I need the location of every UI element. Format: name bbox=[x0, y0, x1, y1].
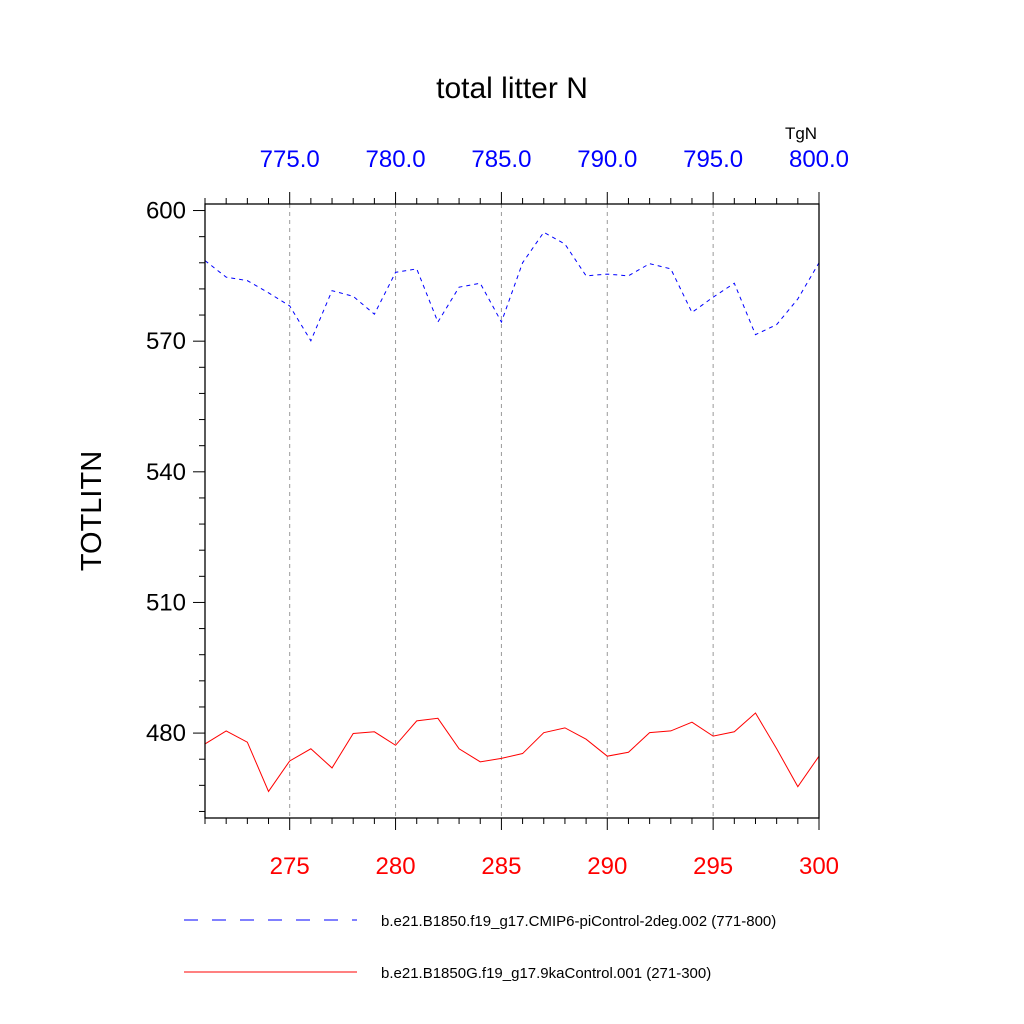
x-bottom-tick-label: 295 bbox=[693, 853, 733, 880]
series-line-1 bbox=[204, 231, 820, 342]
x-bottom-tick-label: 290 bbox=[587, 853, 627, 880]
plot-frame bbox=[204, 203, 820, 819]
legend: b.e21.B1850.f19_g17.CMIP6-piControl-2deg… bbox=[184, 913, 776, 982]
y-tick-label: 600 bbox=[146, 198, 186, 225]
y-tick-label: 540 bbox=[146, 459, 186, 486]
y-axis-label: TOTLITN bbox=[76, 451, 108, 571]
x-top-tick-label: 780.0 bbox=[366, 146, 426, 173]
x-bottom-tick-label: 285 bbox=[481, 853, 521, 880]
series-line-2 bbox=[204, 712, 820, 793]
x-top-tick-label: 785.0 bbox=[471, 146, 531, 173]
y-tick-label: 480 bbox=[146, 720, 186, 747]
series-layer bbox=[204, 231, 820, 793]
x-bottom-tick-label: 280 bbox=[376, 853, 416, 880]
chart-title: total litter N bbox=[436, 72, 588, 105]
y-tick-label: 570 bbox=[146, 328, 186, 355]
legend-label-2: b.e21.B1850G.f19_g17.9kaControl.001 (271… bbox=[381, 965, 711, 982]
legend-label-1: b.e21.B1850.f19_g17.CMIP6-piControl-2deg… bbox=[381, 913, 776, 930]
x-top-tick-label: 790.0 bbox=[577, 146, 637, 173]
x-top-tick-label: 775.0 bbox=[260, 146, 320, 173]
gridlines bbox=[289, 204, 714, 818]
units-label: TgN bbox=[785, 124, 817, 143]
axes: 275 280 285 290 295 300 775.0 780.0 785.0 790.0 79… bbox=[146, 146, 849, 880]
y-tick-label: 510 bbox=[146, 589, 186, 616]
x-top-tick-label: 795.0 bbox=[683, 146, 743, 173]
x-bottom-tick-label: 275 bbox=[270, 853, 310, 880]
x-bottom-tick-label: 300 bbox=[799, 853, 839, 880]
x-top-tick-label: 800.0 bbox=[789, 146, 849, 173]
